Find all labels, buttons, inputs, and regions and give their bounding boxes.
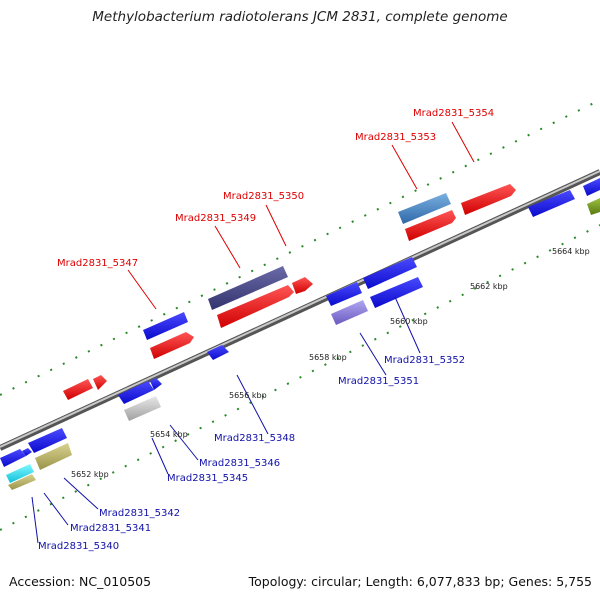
gene-arrow — [207, 345, 229, 360]
gene-arrow — [326, 282, 362, 306]
scale-label: 5654 kbp — [150, 430, 188, 439]
top-leaders — [127, 121, 475, 310]
gene-label[interactable]: Mrad2831_5342 — [99, 508, 180, 519]
gene-label[interactable]: Mrad2831_5351 — [338, 376, 419, 387]
gene-arrow — [93, 375, 107, 390]
map-title: Methylobacterium radiotolerans JCM 2831,… — [92, 9, 508, 25]
accession-text: Accession: NC_010505 — [9, 574, 152, 589]
reverse-genes — [0, 257, 423, 490]
gene-arrow — [587, 198, 600, 215]
scale-label: 5658 kbp — [309, 353, 347, 362]
scale-label: 5664 kbp — [552, 247, 590, 256]
gene-label[interactable]: Mrad2831_5346 — [199, 458, 280, 469]
gene-label[interactable]: Mrad2831_5347 — [57, 258, 138, 269]
genome-summary-text: Topology: circular; Length: 6,077,833 bp… — [248, 574, 592, 589]
scale-labels: 5652 kbp 5654 kbp 5656 kbp 5658 kbp 5660… — [71, 247, 590, 479]
gene-arrow — [35, 443, 72, 470]
genome-backbone-highlight — [0, 170, 600, 448]
gene-label[interactable]: Mrad2831_5350 — [223, 191, 304, 202]
inner-scale-track — [0, 224, 600, 531]
gene-arrow — [217, 285, 294, 328]
gene-arrow — [6, 464, 34, 483]
gene-arrow — [363, 257, 417, 289]
gene-label[interactable]: Mrad2831_5349 — [175, 213, 256, 224]
gene-arrow — [143, 312, 188, 340]
gene-arrow — [0, 449, 26, 467]
gene-arrow — [405, 210, 456, 241]
gene-arrow — [150, 378, 162, 390]
gene-arrow — [124, 396, 161, 421]
gene-label[interactable]: Mrad2831_5341 — [70, 523, 151, 534]
scale-label: 5652 kbp — [71, 470, 109, 479]
outer-scale-track — [0, 99, 600, 396]
scale-label: 5662 kbp — [470, 282, 508, 291]
gene-labels-bottom: Mrad2831_5340 Mrad2831_5341 Mrad2831_534… — [38, 355, 465, 552]
gene-arrow — [292, 277, 313, 294]
gene-arrow — [8, 474, 36, 490]
gene-label[interactable]: Mrad2831_5353 — [355, 132, 436, 143]
gene-arrow — [461, 184, 516, 215]
gene-arrow — [370, 277, 423, 308]
gene-arrow — [22, 448, 32, 456]
gene-arrow — [583, 178, 600, 196]
gene-label[interactable]: Mrad2831_5348 — [214, 433, 295, 444]
gene-arrow — [63, 379, 93, 400]
gene-label[interactable]: Mrad2831_5352 — [384, 355, 465, 366]
gene-label[interactable]: Mrad2831_5354 — [413, 108, 494, 119]
gene-arrow — [528, 190, 575, 217]
gene-arrow — [118, 381, 154, 404]
scale-label: 5660 kbp — [390, 317, 428, 326]
gene-arrow — [331, 300, 368, 325]
scale-label: 5656 kbp — [229, 391, 267, 400]
gene-label[interactable]: Mrad2831_5340 — [38, 541, 119, 552]
gene-arrow — [208, 266, 288, 310]
forward-genes — [63, 178, 600, 400]
gene-label[interactable]: Mrad2831_5345 — [167, 473, 248, 484]
gene-labels-top: Mrad2831_5347 Mrad2831_5349 Mrad2831_535… — [57, 108, 494, 269]
gene-arrow — [150, 332, 194, 359]
gene-arrow — [398, 193, 451, 224]
bottom-leaders — [31, 296, 421, 544]
gene-arrow — [28, 428, 67, 453]
